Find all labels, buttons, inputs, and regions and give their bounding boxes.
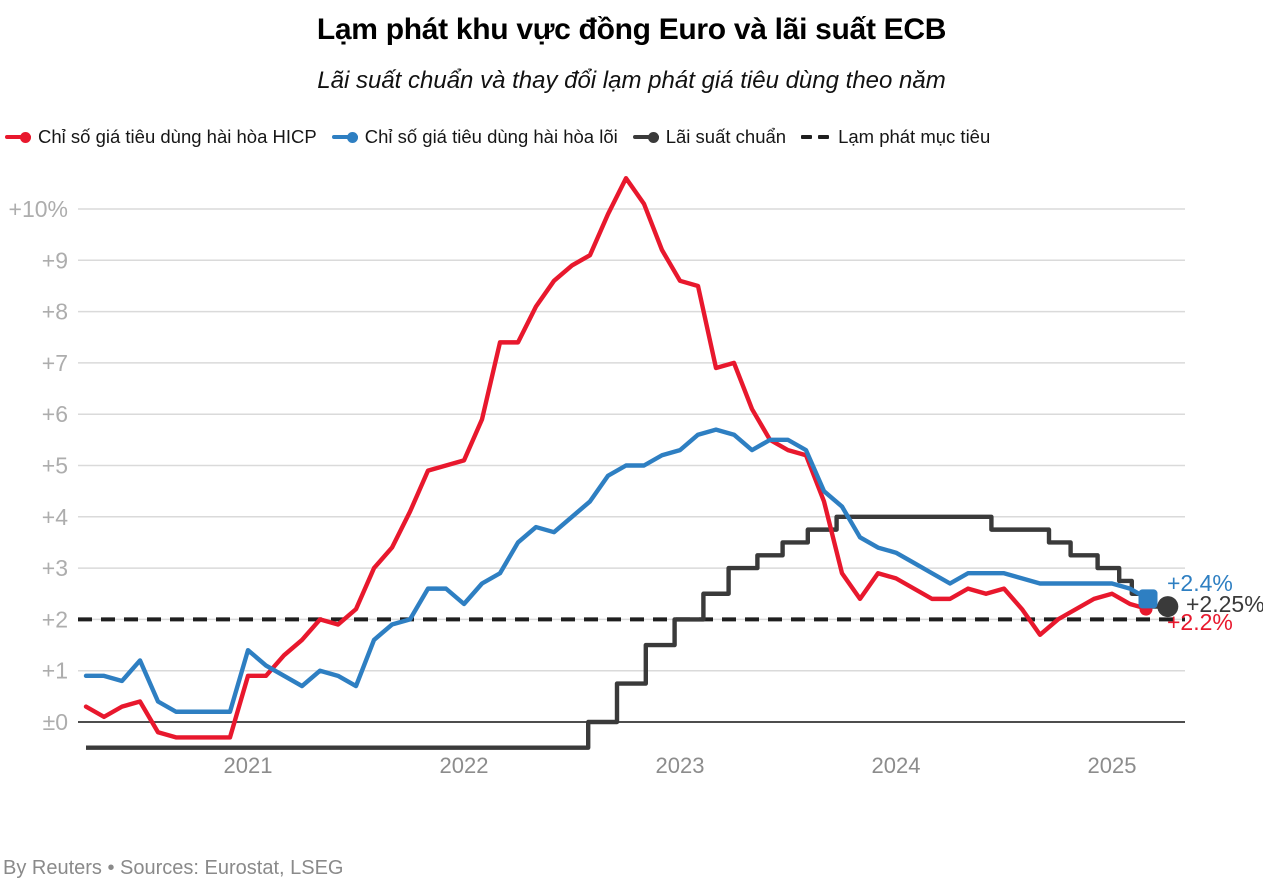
x-tick-label: 2024 bbox=[872, 753, 921, 778]
legend-item-hicp: Chỉ số giá tiêu dùng hài hòa HICP bbox=[5, 126, 317, 148]
x-tick-label: 2022 bbox=[440, 753, 489, 778]
y-tick-label: +7 bbox=[42, 350, 68, 376]
x-tick-label: 2025 bbox=[1088, 753, 1137, 778]
y-tick-label: +10% bbox=[9, 196, 68, 222]
y-tick-label: +3 bbox=[42, 555, 68, 581]
legend-label-target: Lạm phát mục tiêu bbox=[838, 126, 991, 147]
page-title: Lạm phát khu vực đồng Euro và lãi suất E… bbox=[316, 13, 947, 46]
core-hicp-end-marker bbox=[1138, 589, 1158, 609]
y-tick-label: +8 bbox=[42, 299, 68, 325]
y-tick-label: +4 bbox=[42, 504, 68, 530]
legend-label-policy-rate: Lãi suất chuẩn bbox=[665, 126, 787, 147]
legend: Chỉ số giá tiêu dùng hài hòa HICP Chỉ số… bbox=[5, 126, 990, 148]
y-tick-label: +2 bbox=[42, 606, 68, 632]
policy-rate-end-dot bbox=[1157, 596, 1179, 618]
x-tick-label: 2021 bbox=[224, 753, 273, 778]
y-tick-label: ±0 bbox=[43, 709, 68, 735]
source-credit: By Reuters • Sources: Eurostat, LSEG bbox=[3, 857, 344, 879]
page-subtitle: Lãi suất chuẩn và thay đổi lạm phát giá … bbox=[317, 67, 946, 94]
chart-area: +10% +9 +8 +7 +6 +5 +4 +3 +2 +1 ±0 2021 2022 2023 2024… bbox=[0, 160, 1263, 840]
chart-canvas: +10% +9 +8 +7 +6 +5 +4 +3 +2 +1 ±0 2021 2022 2023 2024… bbox=[9, 176, 1263, 778]
policy-rate-line-dot-icon bbox=[632, 131, 659, 143]
hicp-line bbox=[83, 176, 1151, 740]
end-label-policy-rate: +2.25% bbox=[1186, 591, 1263, 617]
legend-item-policy-rate: Lãi suất chuẩn bbox=[632, 126, 787, 148]
y-tick-label: +1 bbox=[42, 658, 68, 684]
legend-label-hicp: Chỉ số giá tiêu dùng hài hòa HICP bbox=[38, 126, 317, 147]
legend-item-core-hicp: Chỉ số giá tiêu dùng hài hòa lõi bbox=[331, 126, 618, 148]
end-label-hicp: +2.2% bbox=[1167, 609, 1233, 635]
policy-rate-line bbox=[86, 514, 1168, 750]
core-hicp-line bbox=[83, 427, 1151, 714]
y-tick-label: +6 bbox=[42, 401, 68, 427]
legend-item-target: Lạm phát mục tiêu bbox=[801, 126, 990, 148]
dashed-line-icon bbox=[801, 131, 831, 143]
y-tick-label: +9 bbox=[42, 247, 68, 273]
legend-label-core-hicp: Chỉ số giá tiêu dùng hài hòa lõi bbox=[364, 126, 618, 147]
y-tick-label: +5 bbox=[42, 453, 68, 479]
hicp-line-dot-icon bbox=[5, 131, 31, 143]
x-tick-label: 2023 bbox=[656, 753, 705, 778]
core-hicp-line-dot-icon bbox=[331, 131, 358, 143]
end-label-core-hicp: +2.4% bbox=[1167, 570, 1233, 596]
